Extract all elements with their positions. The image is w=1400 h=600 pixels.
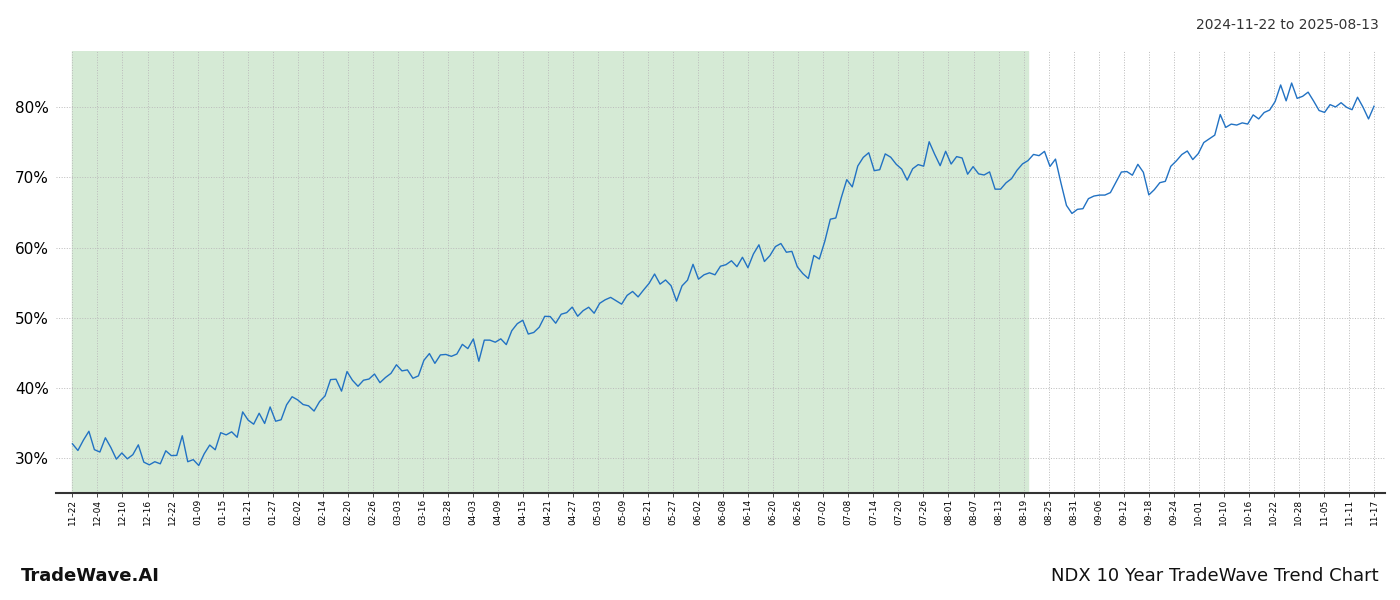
Text: 2024-11-22 to 2025-08-13: 2024-11-22 to 2025-08-13 bbox=[1196, 18, 1379, 32]
Text: NDX 10 Year TradeWave Trend Chart: NDX 10 Year TradeWave Trend Chart bbox=[1051, 567, 1379, 585]
Text: TradeWave.AI: TradeWave.AI bbox=[21, 567, 160, 585]
Bar bbox=[73, 51, 1028, 493]
